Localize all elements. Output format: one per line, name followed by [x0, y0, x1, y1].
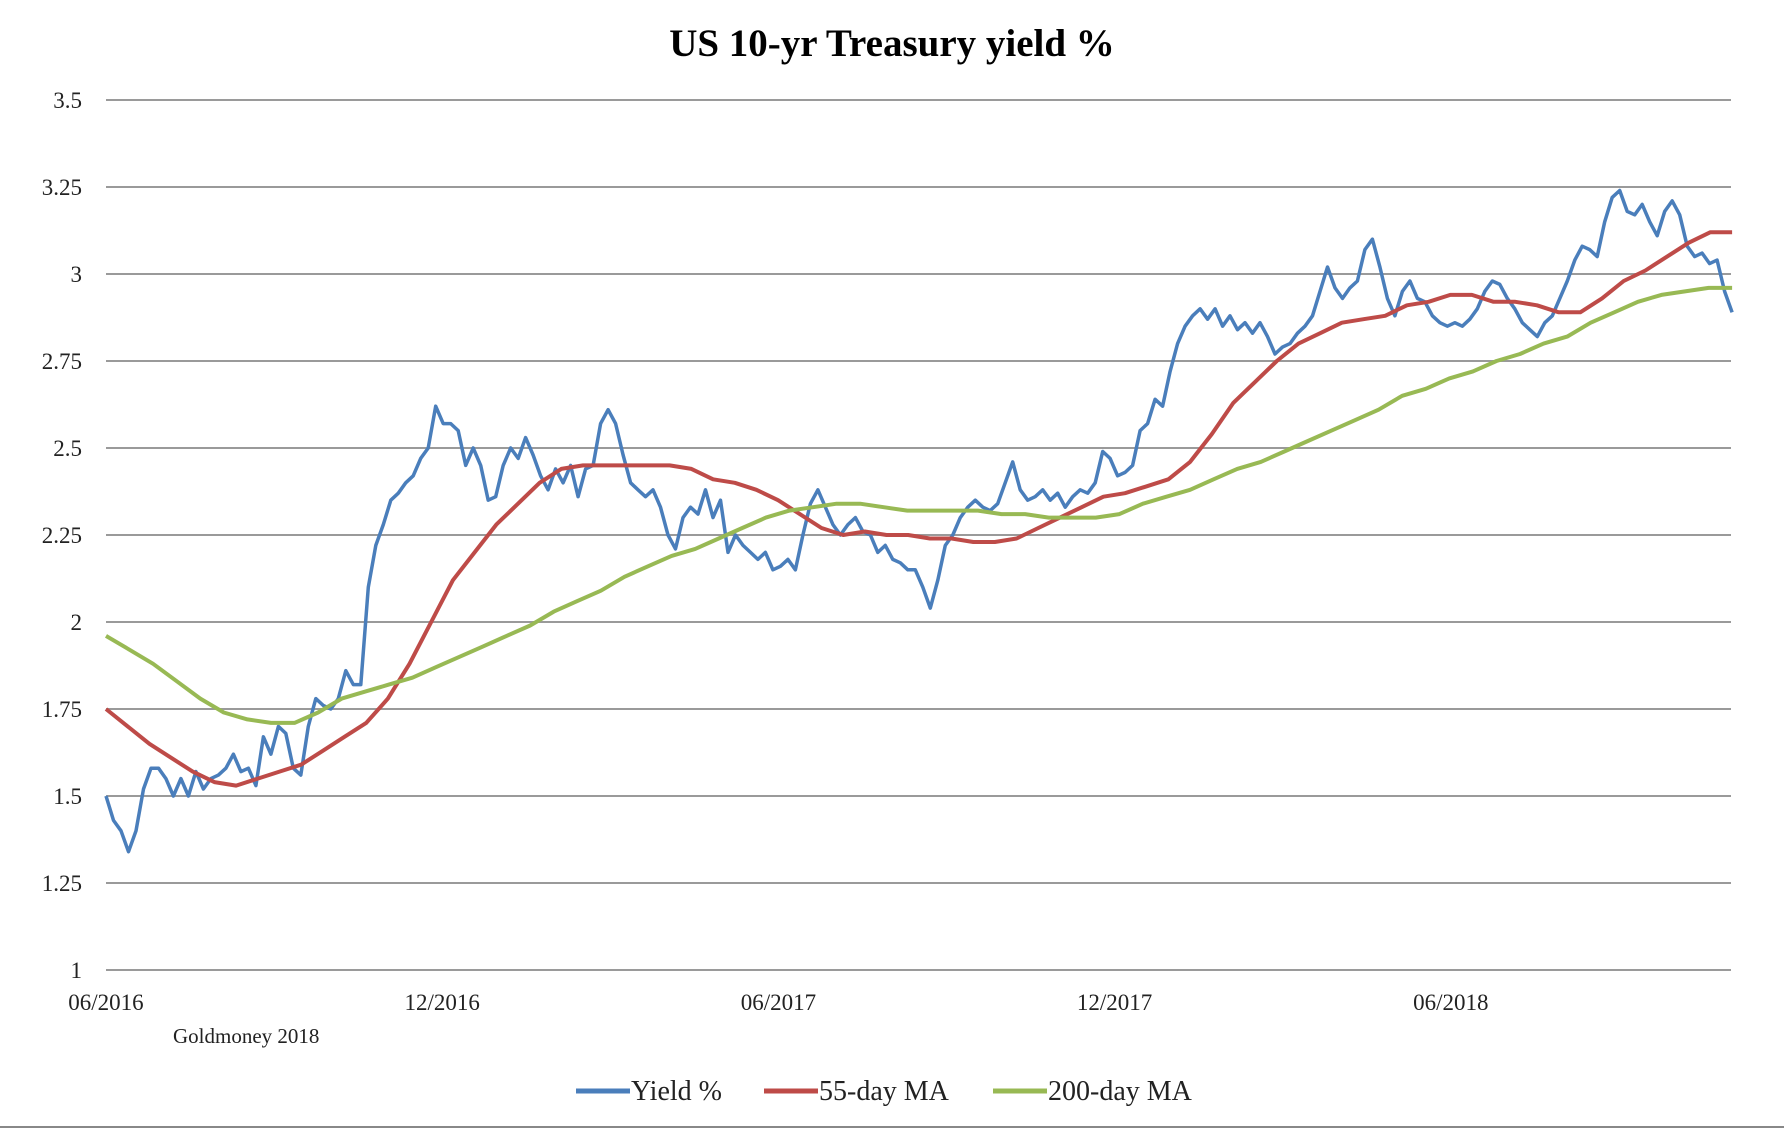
y-tick-label: 2 — [71, 610, 83, 635]
y-tick-label: 2.75 — [42, 349, 82, 374]
y-tick-label: 2.25 — [42, 523, 82, 548]
x-tick-label: 06/2018 — [1413, 990, 1488, 1015]
y-tick-label: 2.5 — [53, 436, 82, 461]
series-line-yield- — [104, 188, 1734, 854]
x-tick-label: 06/2016 — [68, 990, 143, 1015]
y-tick-label: 3.25 — [42, 175, 82, 200]
y-tick-label: 1.25 — [42, 871, 82, 896]
legend-label: 55-day MA — [819, 1076, 950, 1107]
y-tick-label: 3.5 — [53, 88, 82, 113]
legend-label: 200-day MA — [1048, 1076, 1193, 1107]
chart-title: US 10-yr Treasury yield % — [669, 22, 1115, 65]
series-line-200-day-ma — [104, 285, 1733, 725]
y-tick-label: 1.5 — [53, 784, 82, 809]
x-tick-label: 12/2016 — [405, 990, 480, 1015]
x-tick-label: 12/2017 — [1077, 990, 1152, 1015]
legend: Yield % 55-day MA 200-day MA — [576, 1076, 1193, 1107]
y-tick-label: 3 — [71, 262, 83, 287]
y-tick-label: 1 — [71, 958, 83, 983]
y-tick-label: 1.75 — [42, 697, 82, 722]
series-line-55-day-ma — [104, 230, 1733, 788]
source-note: Goldmoney 2018 — [173, 1024, 319, 1048]
x-tick-label: 06/2017 — [741, 990, 816, 1015]
legend-label: Yield % — [631, 1076, 722, 1107]
